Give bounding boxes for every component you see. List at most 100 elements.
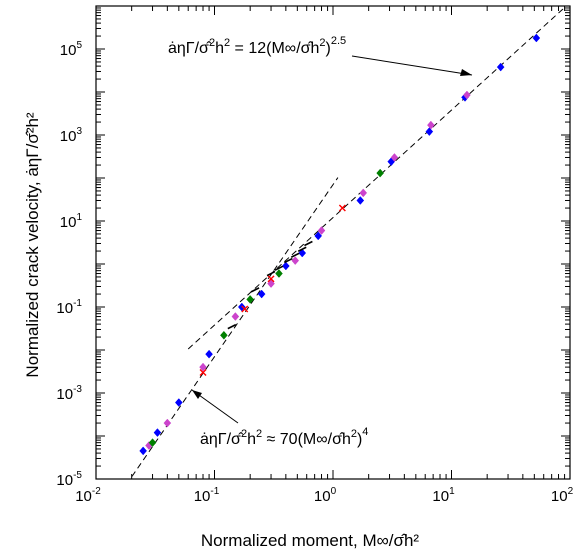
data-point (282, 261, 290, 271)
data-point (153, 428, 162, 437)
data-markers (139, 33, 541, 456)
x-tick-exp: -1 (210, 486, 219, 497)
data-point (246, 295, 255, 304)
y-tick-exp: -1 (73, 298, 82, 309)
data-point (463, 90, 471, 100)
x-tick-label: 10-2 (75, 486, 101, 505)
data-point (148, 438, 157, 448)
fit-upper-mid: h (215, 40, 224, 57)
data-point (163, 418, 172, 428)
data-point (205, 349, 213, 359)
data-point (231, 312, 240, 321)
fit-upper-right: = 12(M∞/σ̂h (230, 40, 319, 57)
data-point (250, 287, 260, 293)
fit-upper-arrow (351, 55, 473, 76)
data-point (359, 188, 368, 198)
fit-upper-sup2: 2 (224, 37, 230, 49)
y-tick-base: 10 (60, 214, 77, 231)
fit-upper-sup3: 2 (319, 37, 325, 49)
x-tick-base: 10 (432, 488, 449, 505)
fit-annotation-upper: ȧηΓ/σ̂2h2 = 12(M∞/σ̂h2)2.5 (168, 35, 473, 76)
y-tick-base: 10 (56, 300, 73, 317)
fit-label-lower: ȧηΓ/σ̂2h2 ≈ 70(M∞/σ̂h2)4 (200, 426, 368, 448)
fit-upper-sup1: 2 (209, 37, 215, 49)
data-point (304, 240, 313, 247)
data-point (199, 362, 207, 372)
y-tick-base: 10 (56, 386, 73, 403)
fit-lower-sup1: 2 (241, 428, 247, 440)
data-point (291, 256, 300, 265)
data-point (227, 323, 237, 330)
fit-label-upper: ȧηΓ/σ̂2h2 = 12(M∞/σ̂h2)2.5 (168, 35, 346, 57)
x-tick-exp: 0 (331, 486, 337, 497)
data-point (275, 269, 283, 278)
y-tick-base: 10 (60, 128, 77, 145)
fit-upper-close: ) (326, 40, 331, 57)
x-tick-exp: 2 (568, 486, 574, 497)
x-axis-title: Normalized moment, M∞/σ̂h² (201, 531, 420, 550)
fit-lower-arrowhead (192, 390, 202, 399)
x-tick-exp: 1 (449, 486, 455, 497)
data-point (532, 33, 541, 43)
data-point (266, 270, 276, 277)
fit-lower-close: ) (357, 431, 362, 448)
fit-line-1 (129, 177, 339, 479)
data-point (297, 246, 307, 252)
fit-lower-sup2: 2 (256, 428, 262, 440)
x-tick-exp: -2 (92, 486, 101, 497)
y-tick-label: 10-5 (56, 470, 82, 489)
data-point (425, 127, 434, 136)
y-tick-exp: 1 (76, 212, 82, 223)
data-point (496, 62, 505, 72)
data-point (199, 368, 207, 376)
y-tick-base: 10 (56, 472, 73, 489)
data-point (220, 330, 228, 340)
x-tick-label: 10-1 (194, 486, 220, 505)
data-point (390, 153, 399, 162)
y-tick-exp: -3 (73, 384, 82, 395)
data-point (356, 196, 365, 205)
y-axis-title: Normalized crack velocity, ȧηΓ/σ̂²h² (23, 112, 42, 378)
y-tick-exp: 3 (76, 126, 82, 137)
data-point (267, 275, 275, 283)
x-tick-label: 102 (551, 486, 574, 505)
data-point (174, 398, 183, 407)
data-point (290, 252, 300, 258)
plot-area (95, 5, 571, 480)
y-tick-label: 10-1 (56, 298, 82, 317)
fit-upper-sup4: 2.5 (331, 35, 346, 47)
fit-lower-left: ȧηΓ/σ̂ (200, 431, 244, 448)
fit-upper-left: ȧηΓ/σ̂ (168, 40, 212, 57)
x-tick-base: 10 (194, 488, 211, 505)
fit-annotation-lower: ȧηΓ/σ̂2h2 ≈ 70(M∞/σ̂h2)4 (191, 389, 368, 448)
data-point (317, 226, 326, 235)
data-point (283, 257, 293, 264)
y-tick-exp: 5 (76, 40, 82, 51)
data-point (274, 265, 284, 271)
data-point (314, 231, 323, 241)
x-tick-base: 10 (551, 488, 568, 505)
y-tick-exp: -5 (73, 470, 82, 481)
data-point (241, 305, 249, 313)
y-tick-label: 10-3 (56, 384, 82, 403)
x-tick-base: 10 (75, 488, 92, 505)
x-tick-label: 100 (314, 486, 337, 505)
fit-lower-sup3: 2 (351, 428, 357, 440)
y-tick-label: 105 (60, 40, 83, 59)
y-tick-base: 10 (60, 42, 77, 59)
y-tick-label: 101 (60, 212, 83, 231)
fit-lower-sup4: 4 (362, 426, 368, 438)
data-point (139, 446, 147, 456)
y-tick-label: 103 (60, 126, 83, 145)
fit-upper-arrowhead (460, 69, 472, 76)
x-tick-label: 101 (432, 486, 455, 505)
axis-ticks (95, 6, 570, 480)
fit-lower-mid: h (247, 431, 256, 448)
plot-frame (95, 5, 571, 480)
data-point (427, 120, 435, 130)
data-point (376, 168, 384, 178)
data-point (257, 289, 266, 299)
fit-lines (129, 6, 567, 479)
